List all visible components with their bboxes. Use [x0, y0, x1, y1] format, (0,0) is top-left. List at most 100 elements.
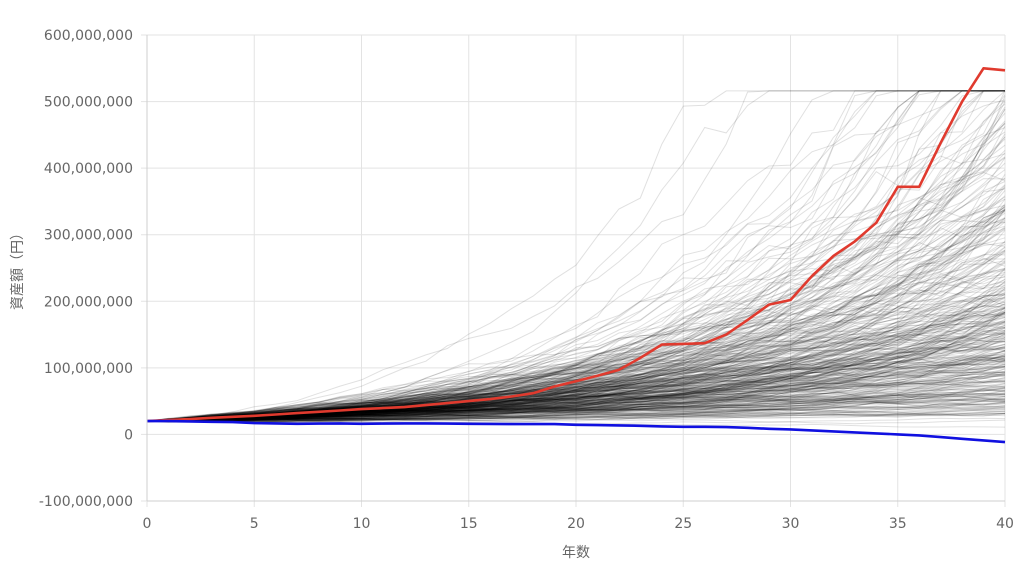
simulation-path-line	[146, 311, 1006, 422]
simulation-path-line	[146, 349, 1006, 422]
simulation-path-line	[146, 393, 1006, 422]
simulation-path-line	[146, 411, 1006, 423]
simulation-path-line	[146, 397, 1006, 423]
simulation-path-line	[146, 382, 1006, 422]
simulation-path-line	[146, 392, 1006, 422]
simulation-path-line	[146, 383, 1006, 422]
simulation-path-line	[146, 153, 1006, 422]
simulation-path-line	[146, 144, 1006, 422]
simulation-path-line	[146, 90, 1005, 422]
simulation-path-line	[146, 343, 1006, 422]
simulation-path-line	[146, 373, 1006, 422]
simulation-path-line	[146, 251, 1006, 422]
simulation-path-line	[146, 368, 1006, 422]
simulation-path-line	[146, 131, 1006, 422]
min-series-line	[147, 419, 1006, 444]
simulation-path-line	[146, 157, 1006, 422]
simulation-path-line	[146, 276, 1006, 422]
simulation-path-line	[146, 379, 1006, 422]
simulation-path-line	[146, 389, 1006, 422]
simulation-path-line	[146, 136, 1006, 422]
simulation-path-line	[146, 330, 1006, 422]
simulation-path-line	[147, 409, 1006, 422]
simulation-path-line	[146, 181, 1006, 422]
simulation-path-line	[146, 402, 1006, 422]
simulation-path-line	[146, 217, 1006, 422]
axes: 0 5 10 15 20 25 30 35 40 -100,000,000 0 100,000,000…	[39, 28, 1014, 532]
simulation-path-line	[146, 365, 1006, 422]
simulation-path-line	[146, 90, 1005, 422]
y-axis-title: 資産額（円）	[10, 226, 26, 310]
simulation-path-line	[146, 90, 1005, 422]
simulation-path-line	[146, 90, 1005, 422]
simulation-path-line	[146, 268, 1006, 422]
simulation-path-line	[146, 268, 1006, 422]
simulation-path-line	[146, 227, 1006, 422]
simulation-path-line	[147, 374, 1006, 422]
simulation-path-line	[146, 90, 1005, 422]
simulation-path-line	[146, 354, 1006, 422]
simulation-path-line	[146, 358, 1006, 422]
simulation-path-line	[146, 356, 1006, 422]
simulation-path-line	[146, 228, 1006, 422]
simulation-path-line	[147, 397, 1006, 422]
simulation-path-line	[146, 391, 1006, 422]
x-tick-label: 0	[143, 516, 152, 532]
simulation-path-line	[146, 325, 1006, 422]
highlight-series	[146, 67, 1006, 444]
simulation-path-line	[146, 355, 1006, 422]
simulation-path-line	[146, 311, 1006, 422]
simulation-path-line	[146, 409, 1006, 422]
simulation-path-line	[146, 398, 1006, 422]
simulation-path-line	[146, 363, 1006, 422]
simulation-path-line	[146, 206, 1006, 422]
simulation-path-line	[146, 358, 1006, 422]
simulation-path-line	[146, 326, 1006, 422]
x-tick-label: 5	[250, 516, 259, 532]
simulation-path-line	[146, 90, 1005, 422]
simulation-path-line	[146, 401, 1005, 422]
simulation-path-line	[146, 321, 1006, 422]
simulation-path-line	[146, 371, 1006, 423]
simulation-path-line	[146, 411, 1006, 423]
simulation-path-line	[146, 346, 1006, 422]
simulation-path-line	[146, 330, 1006, 422]
simulation-path-line	[146, 150, 1006, 422]
simulation-path-line	[146, 209, 1006, 422]
simulation-path-line	[146, 333, 1006, 422]
simulation-path-line	[146, 413, 1006, 422]
simulation-path-line	[146, 353, 1006, 422]
simulation-path-line	[146, 371, 1006, 422]
simulation-path-line	[146, 90, 1005, 422]
simulation-path-line	[146, 405, 1006, 422]
simulation-path-line	[146, 366, 1006, 422]
simulation-path-line	[146, 338, 1006, 422]
simulation-path-line	[146, 90, 1005, 422]
simulation-path-line	[146, 361, 1006, 422]
simulation-path-line	[146, 227, 1006, 422]
simulation-path-line	[146, 386, 1006, 422]
simulation-path-line	[146, 355, 1006, 422]
simulation-path-line	[146, 332, 1006, 422]
simulation-path-line	[146, 350, 1006, 422]
simulation-path-line	[146, 375, 1006, 423]
simulation-path-line	[146, 341, 1006, 422]
simulation-path-line	[146, 355, 1006, 422]
simulation-path-line	[146, 360, 1006, 422]
simulation-path-line	[147, 312, 1006, 422]
simulation-path-line	[146, 90, 1005, 422]
simulation-path-line	[146, 257, 1006, 423]
simulation-path-line	[146, 301, 1006, 422]
simulation-path-line	[146, 360, 1006, 422]
simulation-path-line	[147, 398, 1006, 422]
simulation-path-line	[146, 327, 1006, 423]
simulation-path-line	[146, 241, 1006, 422]
simulation-path-line	[146, 90, 1005, 422]
simulation-path-line	[146, 280, 1006, 422]
simulation-path-line	[146, 405, 1006, 422]
simulation-path-line	[146, 300, 1006, 422]
simulation-path-line	[146, 204, 1006, 422]
y-tick-label: 400,000,000	[44, 161, 133, 177]
simulation-path-line	[146, 410, 1006, 422]
